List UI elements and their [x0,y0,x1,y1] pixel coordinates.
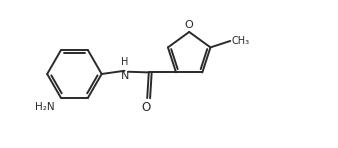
Text: O: O [185,20,194,30]
Text: N: N [121,71,129,81]
Text: O: O [142,101,151,114]
Text: H₂N: H₂N [35,102,55,112]
Text: H: H [121,57,128,67]
Text: CH₃: CH₃ [232,36,250,46]
